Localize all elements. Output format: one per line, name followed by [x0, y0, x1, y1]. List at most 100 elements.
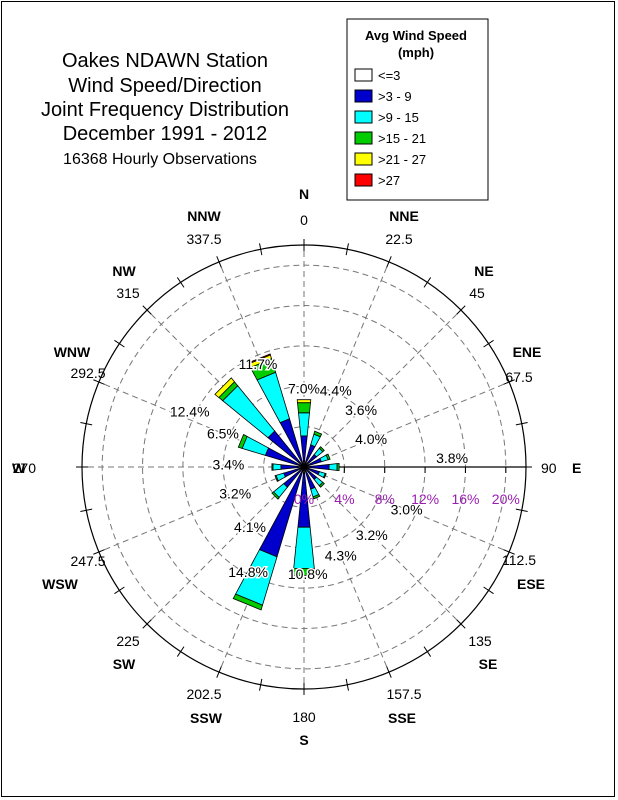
compass-tick: [515, 422, 528, 426]
compass-tick: [93, 549, 105, 555]
compass-tick: [216, 256, 222, 268]
compass-degree-label: 22.5: [385, 231, 412, 247]
compass-degree-label: 180: [292, 709, 316, 725]
direction-percent-label: 4.4%: [320, 383, 352, 399]
wind-bar-segment: [325, 453, 331, 461]
wind-bar-segment: [293, 526, 315, 569]
compass-direction-label: WNW: [54, 344, 91, 360]
title-line: Wind Speed/Direction: [68, 75, 261, 97]
wind-bar-segment: [336, 462, 340, 472]
compass-direction-label: NNE: [389, 208, 419, 224]
ring-percent-label: 8%: [375, 491, 395, 507]
direction-percent-label: 4.1%: [234, 519, 266, 535]
compass-tick: [259, 678, 263, 691]
ring-percent-label: 20%: [492, 491, 520, 507]
grid-spoke: [303, 466, 510, 553]
compass-tick: [142, 305, 152, 315]
compass-degree-label: 337.5: [186, 231, 221, 247]
compass-tick: [345, 243, 349, 256]
compass-degree-label: 225: [116, 633, 140, 649]
compass-tick: [423, 277, 432, 288]
grid-spoke: [303, 381, 510, 468]
compass-degree-label: 270: [13, 460, 37, 476]
compass-degree-label: 90: [541, 460, 557, 476]
compass-direction-label: SSE: [388, 710, 416, 726]
compass-tick: [456, 305, 466, 315]
legend: Avg Wind Speed (mph) <=3 >3 - 9 >9 - 15 >15…: [346, 18, 489, 201]
compass-direction-label: ESE: [517, 576, 545, 592]
compass-direction-label: E: [572, 460, 581, 476]
compass-degree-label: 135: [468, 633, 492, 649]
wind-bar-segment: [271, 463, 274, 471]
legend-label: >27: [378, 173, 400, 188]
ring-percent-label: 16%: [451, 491, 479, 507]
legend-swatch: [354, 89, 373, 103]
grid-spoke: [303, 309, 462, 468]
wind-bar-segment: [297, 402, 311, 414]
compass-direction-label: NNW: [187, 208, 221, 224]
wind-bar-segment: [272, 463, 282, 471]
compass-direction-label: SSW: [190, 710, 223, 726]
compass-direction-label: ENE: [513, 344, 542, 360]
legend-label: >3 - 9: [378, 89, 412, 104]
compass-tick: [483, 339, 494, 348]
compass-tick: [503, 379, 515, 385]
compass-tick: [114, 586, 125, 595]
wind-bar-segment: [312, 493, 321, 500]
compass-tick: [483, 586, 494, 595]
compass-tick: [176, 646, 185, 657]
wind-bar-segment: [237, 433, 248, 449]
compass-tick: [386, 666, 392, 678]
title-line: December 1991 - 2012: [63, 123, 268, 145]
compass-degree-label: 112.5: [502, 552, 536, 568]
legend-swatch: [354, 110, 373, 124]
direction-percent-label: 10.8%: [288, 566, 328, 582]
legend-title: (mph): [398, 45, 434, 60]
legend-swatch: [354, 68, 373, 82]
ring-percent-label: 4%: [334, 491, 354, 507]
direction-percent-label: 3.2%: [356, 527, 388, 543]
compass-tick: [386, 256, 392, 268]
compass-degree-label: 247.5: [70, 553, 105, 569]
grid-spoke: [98, 381, 305, 468]
legend-title: Avg Wind Speed: [365, 28, 467, 43]
direction-percent-label: 11.7%: [239, 356, 278, 372]
compass-direction-label: SE: [479, 656, 498, 672]
compass-tick: [515, 508, 528, 512]
legend-label: <=3: [378, 68, 400, 83]
compass-direction-label: W: [12, 460, 26, 476]
compass-degree-label: 315: [116, 285, 140, 301]
grid-spoke: [98, 466, 305, 553]
wind-bar-segment: [214, 377, 236, 399]
compass-tick: [80, 422, 93, 426]
title-line: Joint Frequency Distribution: [41, 99, 289, 121]
wind-bar-segment: [274, 474, 279, 482]
compass-tick: [345, 678, 349, 691]
wind-bar-segment: [298, 412, 310, 437]
legend-label: >21 - 27: [378, 152, 426, 167]
title-line: Oakes NDAWN Station: [62, 50, 268, 72]
chart-title: Oakes NDAWN Station Wind Speed/Direction…: [41, 50, 289, 168]
compass-tick: [93, 379, 105, 385]
polar-plot: 7.0% 4.4%3.6%4.0%3.8%3.0%3.2%4.3%10.8%14.…: [12, 186, 581, 748]
legend-label: >15 - 21: [378, 131, 426, 146]
direction-percent-label: 3.6%: [345, 402, 377, 418]
compass-direction-label: SW: [113, 656, 136, 672]
direction-percent-label: 12.4%: [170, 403, 210, 419]
direction-percent-label: 3.8%: [436, 450, 468, 466]
legend-box: [346, 18, 489, 201]
compass-tick: [176, 277, 185, 288]
wind-bar-segment: [318, 446, 325, 453]
compass-tick: [142, 619, 152, 629]
compass-tick: [80, 508, 93, 512]
compass-degree-label: 202.5: [186, 686, 221, 702]
chart-subtitle: 16368 Hourly Observations: [63, 151, 257, 168]
compass-tick: [114, 339, 125, 348]
direction-percent-label: 3.0%: [391, 502, 423, 518]
direction-percent-label: 4.3%: [325, 548, 357, 564]
wind-bar-segment: [318, 481, 325, 488]
legend-swatch: [354, 173, 373, 187]
compass-direction-label: N: [299, 186, 309, 202]
compass-degree-label: 45: [469, 285, 485, 301]
